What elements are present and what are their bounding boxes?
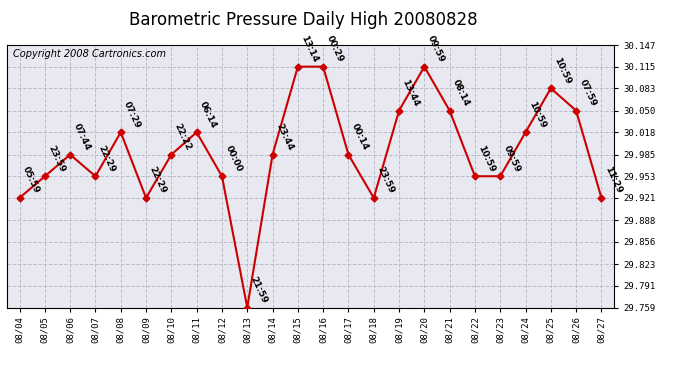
Text: Barometric Pressure Daily High 20080828: Barometric Pressure Daily High 20080828 xyxy=(129,11,478,29)
Text: 22:29: 22:29 xyxy=(148,165,168,195)
Text: 07:29: 07:29 xyxy=(122,100,142,129)
Text: 23:59: 23:59 xyxy=(375,165,395,195)
Text: 09:59: 09:59 xyxy=(502,144,522,174)
Text: 00:14: 00:14 xyxy=(350,122,370,152)
Text: 00:29: 00:29 xyxy=(324,34,345,64)
Text: 11:29: 11:29 xyxy=(603,165,623,195)
Text: 07:59: 07:59 xyxy=(578,78,598,108)
Text: 00:00: 00:00 xyxy=(224,144,244,174)
Text: 23:44: 23:44 xyxy=(274,122,295,152)
Text: 22:22: 22:22 xyxy=(172,122,193,152)
Text: 09:59: 09:59 xyxy=(426,34,446,64)
Text: 10:59: 10:59 xyxy=(527,100,547,129)
Text: 22:29: 22:29 xyxy=(97,144,117,174)
Text: 07:44: 07:44 xyxy=(72,122,92,152)
Text: 10:59: 10:59 xyxy=(476,144,497,174)
Text: 08:14: 08:14 xyxy=(451,78,471,108)
Text: 21:59: 21:59 xyxy=(248,275,269,305)
Text: 05:59: 05:59 xyxy=(21,165,41,195)
Text: 10:59: 10:59 xyxy=(552,56,573,86)
Text: 23:59: 23:59 xyxy=(46,144,66,174)
Text: Copyright 2008 Cartronics.com: Copyright 2008 Cartronics.com xyxy=(13,49,166,59)
Text: 13:14: 13:14 xyxy=(299,34,319,64)
Text: 13:44: 13:44 xyxy=(400,78,421,108)
Text: 06:14: 06:14 xyxy=(198,100,218,129)
